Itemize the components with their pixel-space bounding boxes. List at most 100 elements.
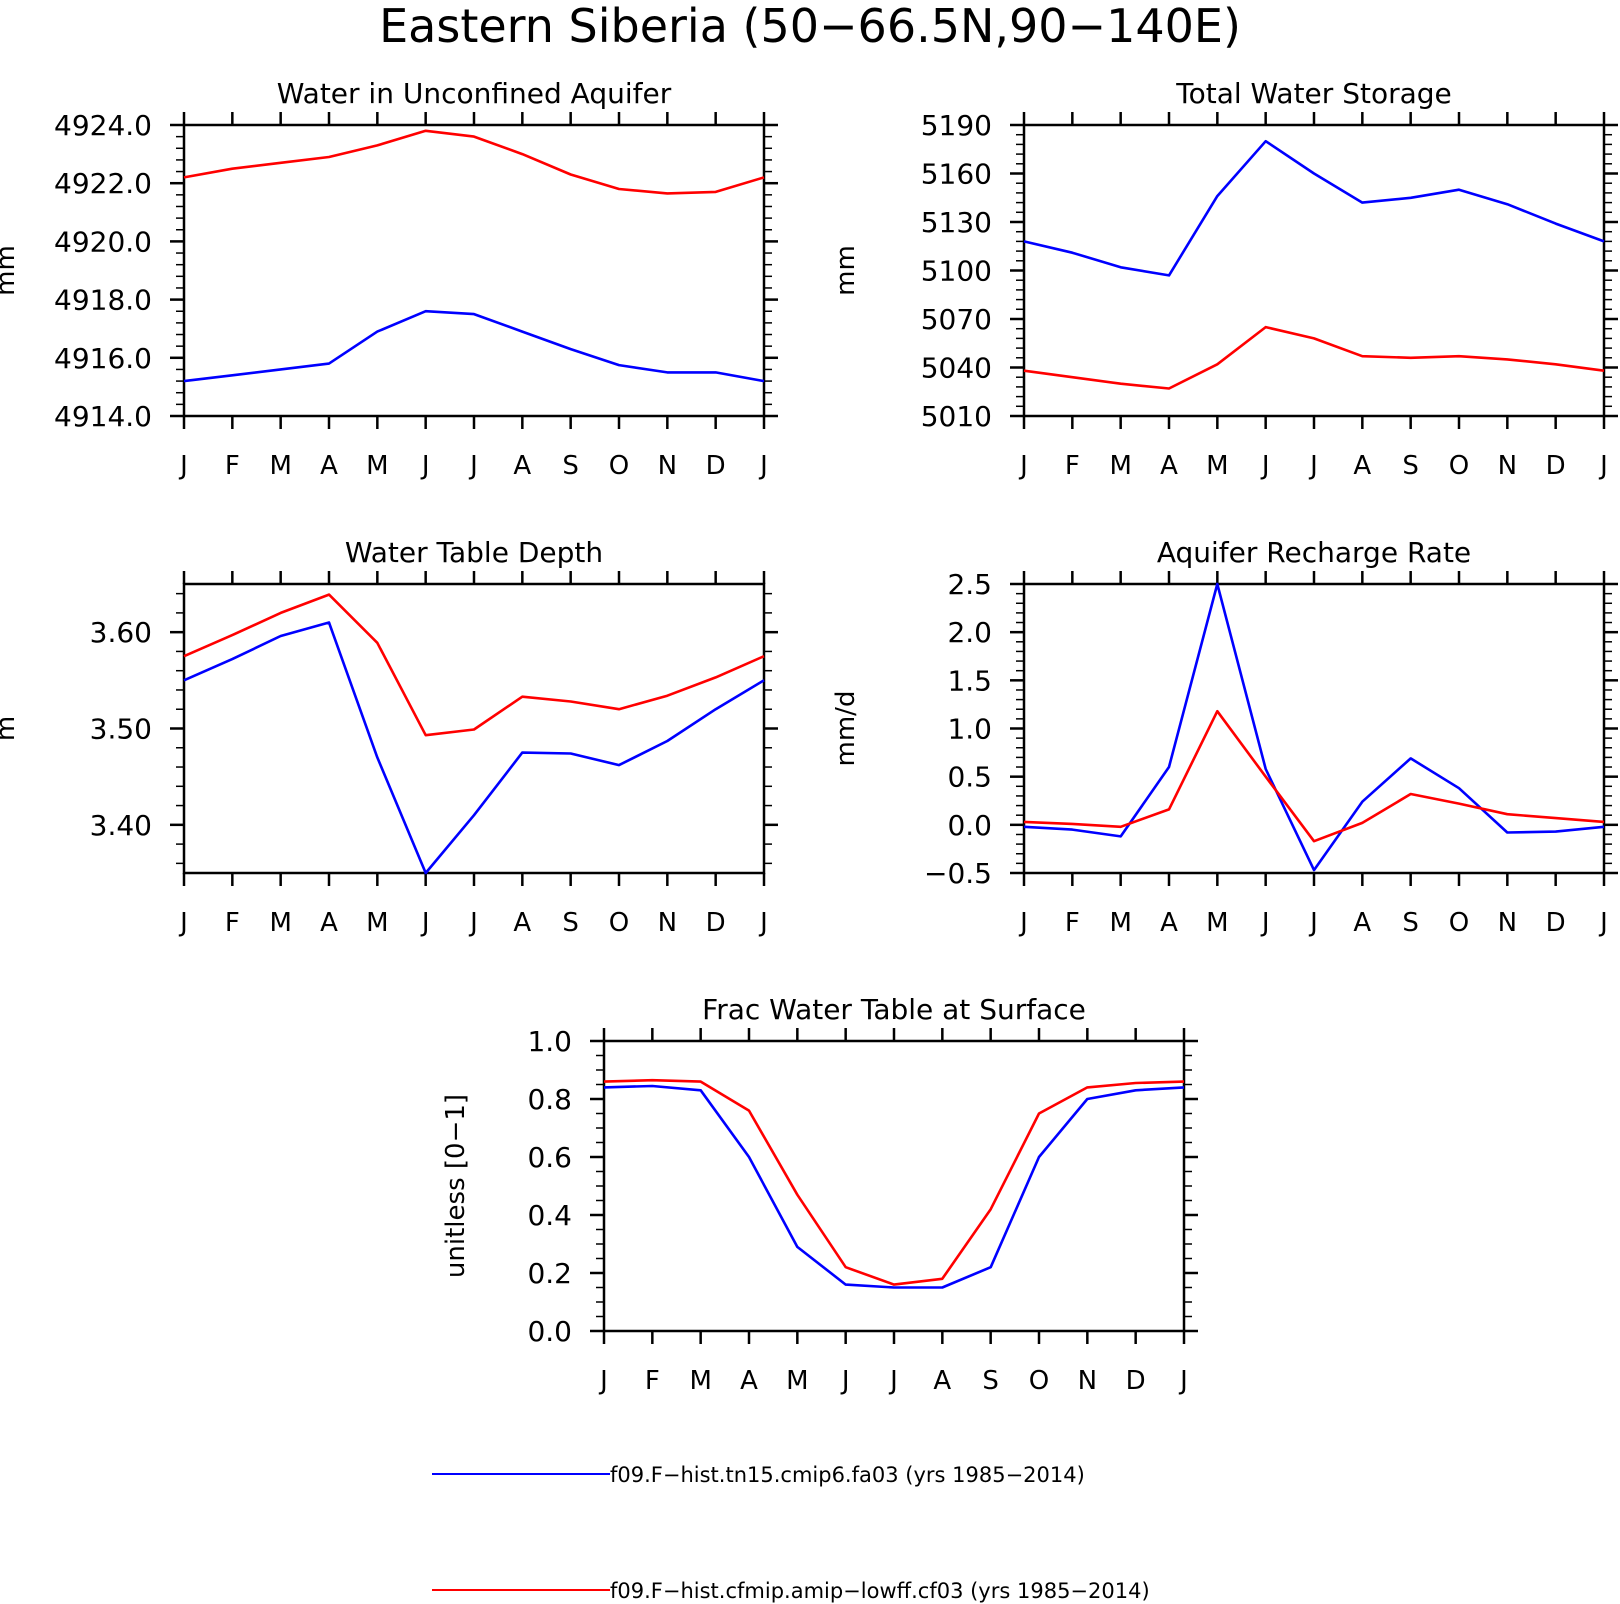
x-tick-label: J <box>1260 451 1270 481</box>
y-tick-label: 5010 <box>921 400 992 433</box>
x-tick-label: A <box>1353 451 1371 481</box>
x-tick-label: J <box>840 1366 850 1396</box>
x-tick-label: N <box>1078 1366 1097 1396</box>
y-tick-label: −0.5 <box>924 857 992 890</box>
x-tick-label: J <box>1598 451 1608 481</box>
y-axis-label: mm <box>831 245 861 296</box>
series-line-red <box>183 593 765 737</box>
x-tick-label: A <box>740 1366 758 1396</box>
series-line-blue <box>1023 139 1605 277</box>
x-tick-label: F <box>225 451 240 481</box>
x-tick-label: D <box>1546 908 1566 938</box>
y-tick-label: 0.0 <box>527 1315 572 1348</box>
series-line-red <box>603 1078 1185 1286</box>
y-tick-label: 5100 <box>921 255 992 288</box>
series-line-blue <box>183 309 765 383</box>
x-tick-label: J <box>1018 908 1028 938</box>
x-tick-label: A <box>1160 451 1178 481</box>
x-tick-label: O <box>1449 908 1469 938</box>
x-tick-label: A <box>933 1366 951 1396</box>
panel-title: Water in Unconfined Aquifer <box>277 77 672 110</box>
x-tick-label: J <box>1308 908 1318 938</box>
y-tick-label: 1.0 <box>947 713 992 746</box>
x-tick-label: N <box>1498 908 1517 938</box>
x-tick-label: A <box>320 451 338 481</box>
y-tick-label: 2.5 <box>947 568 992 601</box>
y-tick-label: 5160 <box>921 158 992 191</box>
x-tick-label: D <box>706 451 726 481</box>
legend-label-blue: f09.F−hist.tn15.cmip6.fa03 (yrs 1985−201… <box>610 1463 1085 1487</box>
x-tick-label: S <box>562 451 579 481</box>
plot-frame <box>1022 123 1606 418</box>
legend: f09.F−hist.tn15.cmip6.fa03 (yrs 1985−201… <box>432 1463 1150 1603</box>
y-tick-label: 0.0 <box>947 809 992 842</box>
panel-title: Total Water Storage <box>1175 77 1452 110</box>
y-tick-label: 5190 <box>921 109 992 142</box>
series-line-blue <box>183 621 765 875</box>
y-tick-label: 4918.0 <box>54 284 152 317</box>
legend-label-red: f09.F−hist.cfmip.amip−lowff.cf03 (yrs 19… <box>610 1579 1150 1603</box>
x-tick-label: A <box>320 908 338 938</box>
y-tick-label: 1.5 <box>947 664 992 697</box>
x-tick-label: A <box>1353 908 1371 938</box>
y-tick-label: 3.50 <box>90 713 152 746</box>
series-line-red <box>1023 709 1605 843</box>
x-tick-label: D <box>706 908 726 938</box>
figure-title: Eastern Siberia (50−66.5N,90−140E) <box>379 0 1241 53</box>
x-tick-label: F <box>225 908 240 938</box>
x-tick-label: S <box>562 908 579 938</box>
x-tick-label: N <box>658 908 677 938</box>
y-tick-label: 0.6 <box>527 1141 572 1174</box>
y-tick-label: 5040 <box>921 352 992 385</box>
x-tick-label: J <box>420 908 430 938</box>
x-tick-label: J <box>178 908 188 938</box>
x-tick-label: F <box>1065 908 1080 938</box>
y-tick-label: 5130 <box>921 206 992 239</box>
y-tick-label: 0.2 <box>527 1257 572 1290</box>
panel-title: Frac Water Table at Surface <box>702 993 1086 1026</box>
x-tick-label: S <box>1402 908 1419 938</box>
series-line-red <box>183 129 765 195</box>
legend-entry-red: f09.F−hist.cfmip.amip−lowff.cf03 (yrs 19… <box>432 1579 1150 1603</box>
x-tick-label: N <box>658 451 677 481</box>
x-tick-label: J <box>598 1366 608 1396</box>
x-tick-label: J <box>1018 451 1028 481</box>
x-tick-label: S <box>1402 451 1419 481</box>
x-tick-label: N <box>1498 451 1517 481</box>
x-tick-label: M <box>269 908 291 938</box>
x-tick-label: M <box>1206 451 1228 481</box>
x-tick-label: O <box>609 908 629 938</box>
y-tick-label: 5070 <box>921 303 992 336</box>
x-tick-label: J <box>468 908 478 938</box>
y-tick-label: 0.4 <box>527 1199 572 1232</box>
y-tick-label: 4922.0 <box>54 167 152 200</box>
y-axis-label: mm <box>0 245 21 296</box>
x-tick-label: A <box>1160 908 1178 938</box>
x-tick-label: D <box>1126 1366 1146 1396</box>
y-axis-label: m <box>0 716 21 741</box>
x-tick-label: O <box>1449 451 1469 481</box>
x-tick-label: D <box>1546 451 1566 481</box>
x-tick-label: J <box>1260 908 1270 938</box>
y-tick-label: 3.60 <box>90 616 152 649</box>
plot-frame <box>1022 582 1606 875</box>
x-tick-label: M <box>366 451 388 481</box>
y-axis-label: unitless [0−1] <box>441 1094 471 1278</box>
y-tick-label: 4914.0 <box>54 400 152 433</box>
x-tick-label: J <box>468 451 478 481</box>
x-tick-label: J <box>1308 451 1318 481</box>
chart-panel-3: Water Table DepthmJFMAMJJASONDJ3.403.503… <box>0 536 778 938</box>
x-tick-label: O <box>1029 1366 1049 1396</box>
x-tick-label: M <box>1109 451 1131 481</box>
y-tick-label: 2.0 <box>947 616 992 649</box>
y-tick-label: 4924.0 <box>54 109 152 142</box>
x-tick-label: M <box>269 451 291 481</box>
x-tick-label: J <box>888 1366 898 1396</box>
x-tick-label: O <box>609 451 629 481</box>
y-tick-label: 0.5 <box>947 761 992 794</box>
series-line-blue <box>1023 582 1605 872</box>
